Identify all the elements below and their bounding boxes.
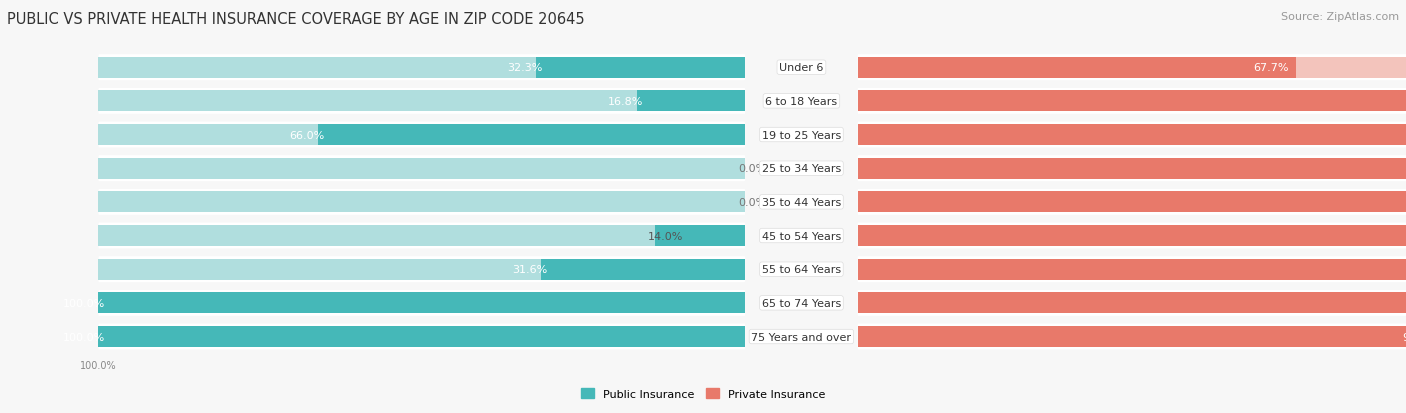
Bar	[858, 158, 1406, 179]
Text: PUBLIC VS PRIVATE HEALTH INSURANCE COVERAGE BY AGE IN ZIP CODE 20645: PUBLIC VS PRIVATE HEALTH INSURANCE COVER…	[7, 12, 585, 27]
Text: 0.0%: 0.0%	[738, 164, 766, 174]
FancyBboxPatch shape	[98, 256, 745, 282]
Legend: Public Insurance, Private Insurance: Public Insurance, Private Insurance	[576, 384, 830, 404]
Bar	[858, 259, 1406, 280]
FancyBboxPatch shape	[98, 324, 745, 350]
Bar	[98, 259, 745, 280]
Bar	[858, 158, 1406, 179]
Text: 6 to 18 Years: 6 to 18 Years	[765, 97, 838, 107]
Bar	[98, 293, 745, 313]
Bar	[98, 91, 745, 112]
Bar	[541, 259, 745, 280]
Text: 100.0%: 100.0%	[63, 298, 105, 308]
Bar	[858, 225, 1406, 247]
Text: 66.0%: 66.0%	[290, 130, 325, 140]
Text: 75 Years and over: 75 Years and over	[751, 332, 852, 342]
Bar	[858, 125, 1406, 146]
Bar	[98, 326, 745, 347]
Text: 100.0%: 100.0%	[63, 332, 105, 342]
FancyBboxPatch shape	[858, 89, 1406, 114]
Bar	[98, 225, 745, 247]
FancyBboxPatch shape	[858, 122, 1406, 148]
FancyBboxPatch shape	[98, 223, 745, 249]
FancyBboxPatch shape	[858, 290, 1406, 316]
Bar	[858, 91, 1406, 112]
Text: 16.8%: 16.8%	[607, 97, 643, 107]
Text: 14.0%: 14.0%	[648, 231, 683, 241]
Bar	[858, 192, 1406, 213]
Bar	[98, 326, 745, 347]
Bar	[858, 125, 1406, 146]
Bar	[637, 91, 745, 112]
FancyBboxPatch shape	[858, 324, 1406, 350]
Bar	[858, 326, 1406, 347]
Text: 19 to 25 Years: 19 to 25 Years	[762, 130, 841, 140]
FancyBboxPatch shape	[98, 89, 745, 114]
Bar	[858, 326, 1406, 347]
Bar	[318, 125, 745, 146]
Bar	[98, 58, 745, 78]
Bar	[858, 259, 1406, 280]
FancyBboxPatch shape	[858, 55, 1406, 81]
FancyBboxPatch shape	[98, 156, 745, 182]
FancyBboxPatch shape	[858, 190, 1406, 215]
Bar	[858, 192, 1406, 213]
Text: 0.0%: 0.0%	[738, 197, 766, 207]
Bar	[98, 192, 745, 213]
Text: 25 to 34 Years: 25 to 34 Years	[762, 164, 841, 174]
Text: 65 to 74 Years: 65 to 74 Years	[762, 298, 841, 308]
Text: Under 6: Under 6	[779, 63, 824, 73]
FancyBboxPatch shape	[98, 55, 745, 81]
FancyBboxPatch shape	[858, 156, 1406, 182]
Bar	[858, 58, 1295, 78]
Bar	[858, 91, 1406, 112]
FancyBboxPatch shape	[98, 190, 745, 215]
Bar	[655, 225, 745, 247]
FancyBboxPatch shape	[98, 122, 745, 148]
Text: 55 to 64 Years: 55 to 64 Years	[762, 265, 841, 275]
Bar	[98, 158, 745, 179]
Bar	[536, 58, 745, 78]
Bar	[98, 293, 745, 313]
Bar	[858, 293, 1406, 313]
Bar	[858, 58, 1406, 78]
FancyBboxPatch shape	[858, 223, 1406, 249]
Text: 67.7%: 67.7%	[1254, 63, 1289, 73]
Bar	[98, 125, 745, 146]
Text: Source: ZipAtlas.com: Source: ZipAtlas.com	[1281, 12, 1399, 22]
FancyBboxPatch shape	[98, 290, 745, 316]
Text: 35 to 44 Years: 35 to 44 Years	[762, 197, 841, 207]
FancyBboxPatch shape	[858, 256, 1406, 282]
Text: 45 to 54 Years: 45 to 54 Years	[762, 231, 841, 241]
Text: 90.6%: 90.6%	[1402, 332, 1406, 342]
Text: 32.3%: 32.3%	[508, 63, 543, 73]
Bar	[858, 225, 1406, 247]
Bar	[858, 293, 1406, 313]
Text: 31.6%: 31.6%	[512, 265, 547, 275]
